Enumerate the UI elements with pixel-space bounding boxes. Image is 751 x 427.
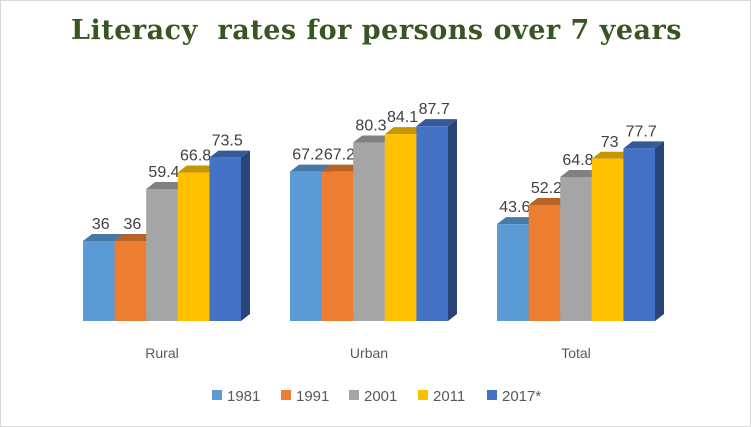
bar-rural-2001 xyxy=(146,189,178,321)
bar-top xyxy=(146,182,187,189)
bar-rural-1981 xyxy=(83,241,115,321)
data-label: 64.8 xyxy=(562,152,593,169)
bar-rural-1991 xyxy=(114,241,147,321)
bar-urban-1981 xyxy=(290,171,322,321)
data-label: 43.6 xyxy=(499,199,530,216)
bar-top xyxy=(591,151,633,159)
bar-total-2001 xyxy=(560,177,592,321)
bar-urban-2017* xyxy=(416,126,448,321)
data-label: 84.1 xyxy=(387,109,418,126)
data-label: 66.8 xyxy=(180,148,211,165)
data-label: 87.7 xyxy=(419,101,450,118)
bar-top xyxy=(209,150,250,158)
data-label: 73 xyxy=(601,134,619,151)
bar-side xyxy=(241,150,250,321)
bar-top xyxy=(560,170,601,177)
data-label: 59.4 xyxy=(148,164,179,181)
bar-top xyxy=(497,217,538,225)
legend-label: 1981 xyxy=(227,388,260,405)
bar-urban-2001 xyxy=(353,142,385,321)
bar-top xyxy=(353,135,394,143)
data-label: 52.2 xyxy=(531,180,562,197)
legend-label: 2011 xyxy=(433,388,465,405)
bar-total-2011 xyxy=(591,158,624,321)
data-label: 36 xyxy=(92,216,110,233)
category-label: Urban xyxy=(350,345,388,361)
legend-swatch xyxy=(487,390,497,400)
bar-top xyxy=(290,164,331,172)
legend-swatch xyxy=(418,390,428,400)
bar-rural-2011 xyxy=(177,172,210,321)
data-label: 73.5 xyxy=(212,133,243,150)
legend-label: 1991 xyxy=(296,388,329,405)
bar-top xyxy=(177,165,219,173)
data-label: 77.7 xyxy=(626,123,657,140)
legend-swatch xyxy=(281,390,291,400)
legend-label: 2017* xyxy=(502,388,541,405)
bar-urban-2011 xyxy=(384,134,417,321)
data-label: 36 xyxy=(124,216,142,233)
chart-title: Literacy rates for persons over 7 years xyxy=(71,15,682,46)
data-label: 67.2 xyxy=(324,147,355,164)
bar-top xyxy=(623,141,664,149)
bar-rural-2017* xyxy=(209,157,241,321)
bar-top xyxy=(321,164,363,172)
bar-top xyxy=(384,127,426,135)
bar-top xyxy=(416,119,457,127)
bar-top xyxy=(528,198,570,205)
legend-swatch xyxy=(212,390,222,400)
data-label: 67.2 xyxy=(292,147,323,164)
bar-side xyxy=(448,119,457,321)
category-label: Rural xyxy=(145,345,178,361)
bar-top xyxy=(114,234,156,241)
bar-total-1981 xyxy=(497,224,529,321)
category-label: Total xyxy=(561,345,591,361)
legend-swatch xyxy=(349,390,359,400)
data-label: 80.3 xyxy=(355,118,386,135)
bar-side xyxy=(655,141,664,321)
bar-total-1991 xyxy=(528,205,561,321)
legend-label: 2001 xyxy=(364,388,397,405)
bar-urban-1991 xyxy=(321,171,354,321)
bar-top xyxy=(83,234,124,241)
bar-total-2017* xyxy=(623,148,655,321)
